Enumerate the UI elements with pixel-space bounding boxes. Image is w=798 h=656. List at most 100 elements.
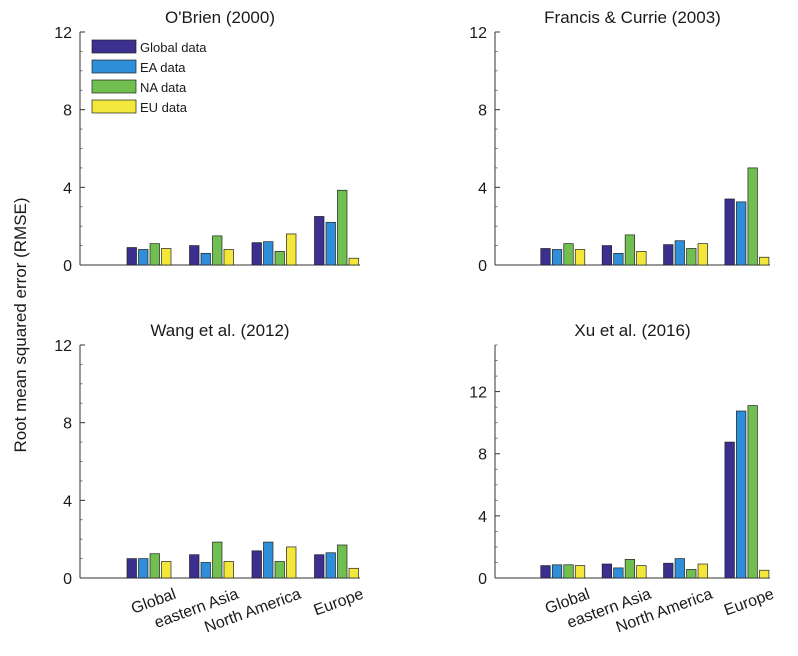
chart-title: Xu et al. (2016): [574, 321, 690, 340]
y-tick-label: 8: [478, 447, 487, 464]
y-tick-label: 0: [478, 258, 487, 275]
bar: [149, 553, 160, 579]
bar: [263, 241, 274, 266]
bar: [601, 245, 613, 266]
y-tick-label: 4: [478, 180, 487, 197]
bar: [551, 564, 563, 579]
bar: [697, 243, 708, 266]
bar: [251, 242, 262, 266]
bar: [223, 561, 234, 579]
bar: [747, 405, 758, 579]
x-tick-label: Europe: [312, 586, 366, 620]
legend-label: Global data: [140, 40, 207, 55]
bar: [126, 558, 137, 579]
bar: [674, 558, 685, 579]
bar: [348, 257, 359, 266]
bar: [601, 563, 613, 579]
y-tick-label: 0: [63, 571, 72, 588]
y-tick-label: 12: [54, 338, 72, 355]
bar: [325, 221, 336, 266]
bar: [149, 243, 160, 266]
bar: [551, 249, 563, 266]
bar: [126, 247, 137, 266]
chart-title: O'Brien (2000): [165, 8, 275, 27]
bar: [286, 233, 297, 266]
bar: [337, 189, 348, 266]
bar: [138, 249, 149, 266]
bar: [624, 559, 636, 579]
bar: [200, 562, 211, 579]
y-tick-label: 0: [63, 258, 72, 275]
legend-swatch: [91, 79, 137, 94]
y-tick-label: 12: [54, 25, 72, 42]
bar: [540, 565, 551, 579]
bar: [161, 561, 172, 579]
bar: [212, 541, 223, 579]
legend-swatch: [91, 59, 137, 74]
y-tick-label: 0: [478, 571, 487, 588]
bar: [674, 240, 685, 266]
bar: [724, 198, 735, 266]
bar: [736, 201, 747, 266]
y-tick-label: 4: [478, 509, 487, 526]
bar: [613, 567, 624, 579]
bar: [348, 567, 359, 579]
figure-y-axis-label: Root mean squared error (RMSE): [11, 197, 30, 452]
chart-panel-1: O'Brien (2000) 0 4 8 12 Global data EA data NA …: [54, 8, 360, 275]
y-tick-label: 12: [469, 385, 487, 402]
bar: [663, 562, 674, 579]
legend-swatch: [91, 39, 137, 54]
bar: [189, 245, 200, 266]
bar: [574, 565, 586, 579]
bar: [263, 541, 274, 579]
y-tick-label: 4: [63, 180, 72, 197]
bar: [724, 441, 735, 579]
bar: [161, 248, 172, 266]
y-tick-label: 8: [478, 103, 487, 120]
y-tick-label: 12: [469, 25, 487, 42]
bar: [274, 561, 285, 579]
bar: [663, 244, 674, 266]
chart-title: Francis & Currie (2003): [544, 8, 721, 27]
x-tick-label: Europe: [722, 586, 776, 620]
bar: [697, 563, 708, 579]
y-tick-label: 4: [63, 493, 72, 510]
bar: [747, 167, 758, 266]
bar: [686, 248, 697, 266]
y-tick-label: 8: [63, 416, 72, 433]
bar: [574, 249, 586, 266]
bar: [314, 554, 325, 579]
bar: [563, 243, 574, 266]
bar: [759, 256, 770, 266]
bar: [636, 251, 647, 266]
chart-title: Wang et al. (2012): [150, 321, 289, 340]
bar: [759, 569, 770, 579]
bar: [189, 554, 200, 579]
bar: [613, 253, 624, 266]
bar: [251, 550, 262, 579]
legend-label: EU data: [140, 100, 188, 115]
bar: [736, 410, 747, 579]
chart-panel-2: Francis & Currie (2003) 0 4 8 12: [469, 8, 770, 275]
bar: [314, 216, 325, 266]
bar: [274, 251, 285, 266]
legend: Global data EA data NA data EU data: [91, 39, 207, 115]
bar: [200, 253, 211, 266]
legend-label: NA data: [140, 80, 187, 95]
chart-panels: O'Brien (2000) 0 4 8 12 Global data EA data NA …: [54, 8, 776, 636]
bar: [563, 564, 574, 579]
legend-label: EA data: [140, 60, 186, 75]
bar: [337, 544, 348, 579]
bar: [325, 552, 336, 579]
bar: [540, 248, 551, 266]
legend-swatch: [91, 99, 137, 114]
y-tick-label: 8: [63, 103, 72, 120]
bar: [212, 235, 223, 266]
bar: [286, 546, 297, 579]
bar: [138, 558, 149, 579]
bar: [636, 565, 647, 579]
bar: [686, 569, 697, 579]
